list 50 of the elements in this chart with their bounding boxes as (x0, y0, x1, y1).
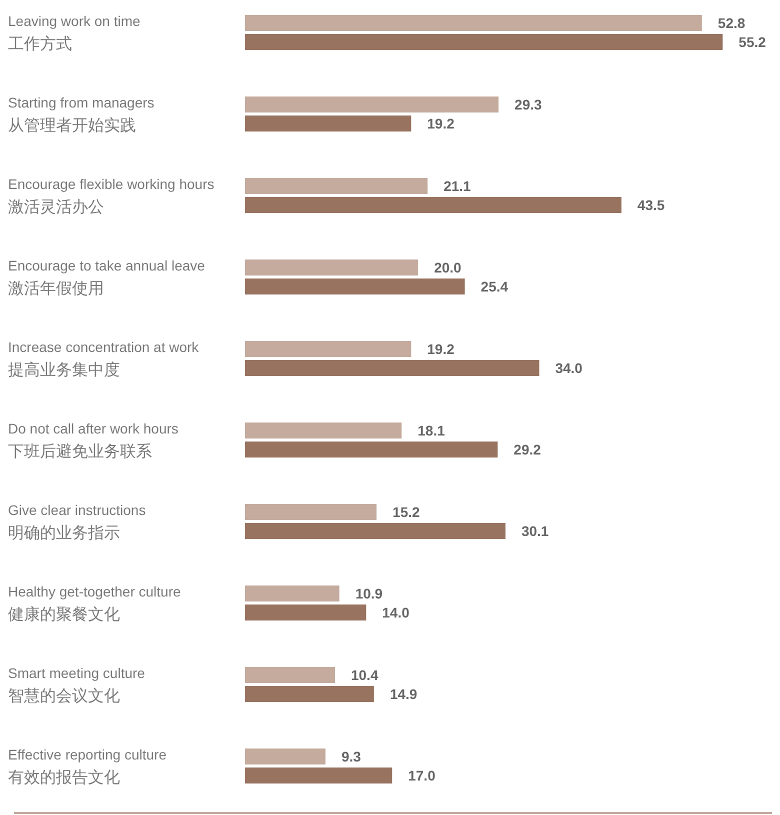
bar (245, 768, 392, 784)
data-label: 52.8 (718, 15, 746, 31)
bar (245, 341, 412, 357)
data-label: 10.4 (350, 667, 378, 683)
bar (245, 586, 340, 602)
data-label: 18.1 (418, 422, 446, 438)
bar (245, 604, 366, 620)
bar (245, 504, 377, 520)
y-tick-label: Encourage to take annual leave 激活年假使用 (8, 258, 206, 298)
y-tick-label: Healthy get-together culture 健康的聚餐文化 (8, 584, 181, 624)
data-label: 14.0 (382, 604, 410, 620)
y-tick-label: Smart meeting culture 智慧的会议文化 (8, 665, 146, 705)
y-tick-label: Effective reporting culture 有效的报告文化 (8, 746, 167, 786)
bar (245, 278, 465, 294)
bar (245, 178, 428, 194)
bar (245, 360, 540, 376)
data-label: 20.0 (434, 260, 462, 276)
bar (245, 442, 498, 458)
y-tick-label: Starting from managers 从管理者开始实践 (8, 94, 154, 134)
bar (245, 197, 622, 213)
data-label: 10.9 (355, 586, 383, 602)
bar (245, 96, 499, 112)
bar (245, 523, 506, 539)
y-tick-label: Leaving work on time 工作方式 (8, 13, 141, 53)
data-label: 9.3 (341, 748, 362, 764)
y-tick-label: Give clear instructions 明确的业务指示 (8, 502, 146, 542)
data-label: 55.2 (738, 34, 766, 50)
bar (245, 34, 723, 50)
data-label: 19.2 (427, 341, 455, 357)
bar (245, 686, 374, 702)
bar (245, 116, 412, 132)
bar (245, 15, 702, 31)
y-tick-label: Encourage flexible working hours 激活灵活办公 (8, 176, 214, 216)
y-tick-label: Increase concentration at work 提高业务集中度 (8, 339, 200, 379)
data-label: 19.2 (427, 116, 455, 132)
data-label: 34.0 (555, 360, 583, 376)
y-tick-label: Do not call after work hours 下班后避免业务联系 (8, 420, 178, 460)
data-label: 14.9 (390, 686, 418, 702)
bar (245, 422, 402, 438)
bar (245, 667, 335, 683)
data-label: 43.5 (637, 197, 665, 213)
bar (245, 260, 418, 276)
bar (245, 748, 326, 764)
data-label: 29.2 (514, 442, 542, 458)
data-label: 17.0 (408, 768, 436, 784)
data-label: 29.3 (514, 96, 542, 112)
data-label: 15.2 (392, 504, 420, 520)
data-label: 21.1 (444, 178, 472, 194)
data-label: 25.4 (480, 278, 508, 294)
data-label: 30.1 (521, 523, 549, 539)
